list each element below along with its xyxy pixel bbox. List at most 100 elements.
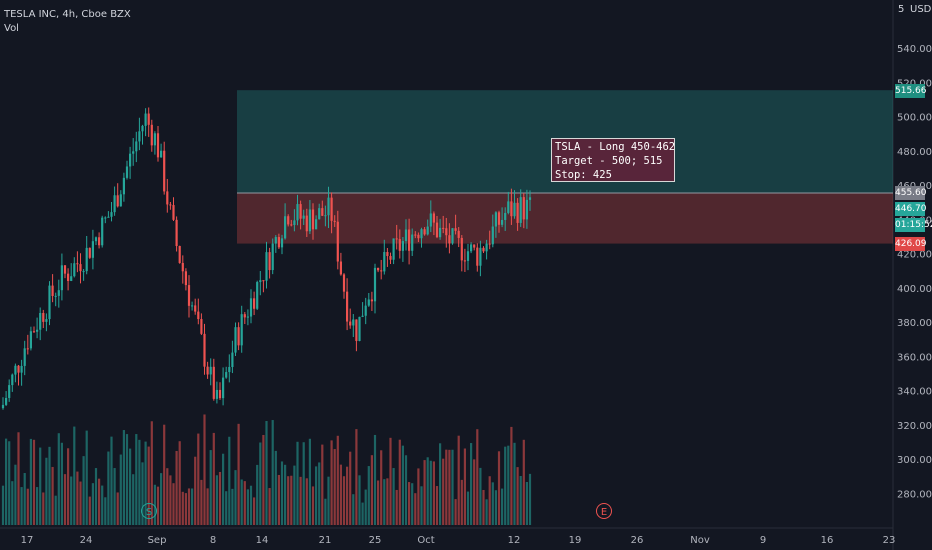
candle-body [315,219,318,230]
volume-bar [417,468,420,525]
candle-body [67,273,70,281]
candle-body [488,243,491,245]
candle-body [129,153,132,167]
candle-body [355,319,358,341]
candle-body [460,237,463,261]
candle-body [20,365,23,373]
candle-body [442,227,445,229]
volume-bar [311,486,315,525]
volume-bar [231,488,234,525]
volume-bar [280,461,284,525]
volume-bar [268,488,271,525]
price-tick-label: 540.00 [897,44,932,55]
candle-body [361,315,364,317]
candle-body [76,263,79,265]
time-tick-label: 21 [319,535,332,546]
candle-body [200,319,203,334]
candle-body [497,212,501,225]
volume-bar [163,424,166,525]
volume-bar [228,436,231,525]
candle-body [110,212,113,217]
volume-bar [373,434,377,525]
volume-bar [88,496,91,525]
volume-bar [293,465,296,525]
volume-bar [287,476,290,525]
candle-body [485,243,488,252]
currency-button[interactable]: USD [910,4,932,15]
candle-body [280,238,284,248]
candle-body [197,311,200,320]
candle-body [60,265,63,291]
candle-body [209,366,212,375]
volume-bar [73,426,76,525]
volume-bar [367,466,370,525]
volume-bar [349,451,352,525]
volume-bar [141,462,144,525]
time-axis: 17 24 Sep 8 14 21 25 Oct 12 19 26 Nov 9 16 23 [21,535,896,546]
volume-bar [181,491,184,525]
candle-body [476,247,479,266]
candle-body [386,252,389,257]
volume-bar [404,455,408,525]
volume-bar [32,439,36,525]
volume-bar [129,448,132,525]
candle-body [522,197,525,220]
candle-body [5,397,8,405]
candle-body [265,252,268,281]
candle-body [240,314,243,346]
candle-body [163,150,166,192]
volume-bar [203,414,206,525]
volume-bar [380,450,383,525]
volume-bar [485,499,488,525]
chart-header: TESLA INC, 4h, Cboe BZX Vol [4,8,131,36]
auto-scale-button[interactable]: 5 [898,4,905,15]
volume-bar [414,493,417,525]
candle-body [414,234,417,236]
volume-bar [457,435,460,525]
candle-body [11,374,14,386]
candle-body [349,321,352,326]
volume-bar [243,481,246,525]
volume-bar [169,475,172,525]
candle-body [45,319,48,322]
volume-bar [175,450,178,525]
volume-bar [451,449,454,525]
candle-body [88,247,91,258]
volume-bar [253,497,256,525]
volume-bar [225,491,228,525]
entry-price-tag: 455.60 [895,186,927,200]
earnings-marker-label: E [601,507,607,518]
countdown-tag: 01:15:52 [895,218,932,232]
candle-body [113,195,116,213]
candle-body [370,299,373,302]
candle-body [119,194,122,207]
candle-body [218,389,222,399]
candle-body [380,270,383,272]
annotation-line-1: TSLA - Long 450-462 [555,141,676,153]
split-marker [141,503,157,519]
candle-body [510,201,513,217]
volume-bar [330,440,333,525]
candle-body [420,229,423,239]
candle-body [135,141,138,152]
trade-annotation[interactable]: TSLA - Long 450-462 Target - 500; 515 St… [551,138,675,182]
candle-body [389,256,392,260]
volume-bar [408,482,411,525]
volume-bar [45,457,48,525]
candle-body [516,202,519,223]
volume-bar [510,426,513,525]
volume-bar [528,473,532,525]
volume-bar [389,437,392,525]
candle-body [398,239,401,251]
volume-bar [501,488,504,525]
candle-body [364,305,367,316]
volume-bar [116,492,119,525]
volume-bar [448,449,451,525]
candle-body [150,124,153,146]
volume-bar [466,491,470,525]
volume-bar [17,432,20,525]
time-tick-label: 23 [883,535,896,546]
volume-bar [57,433,60,525]
candle-body [48,285,51,320]
